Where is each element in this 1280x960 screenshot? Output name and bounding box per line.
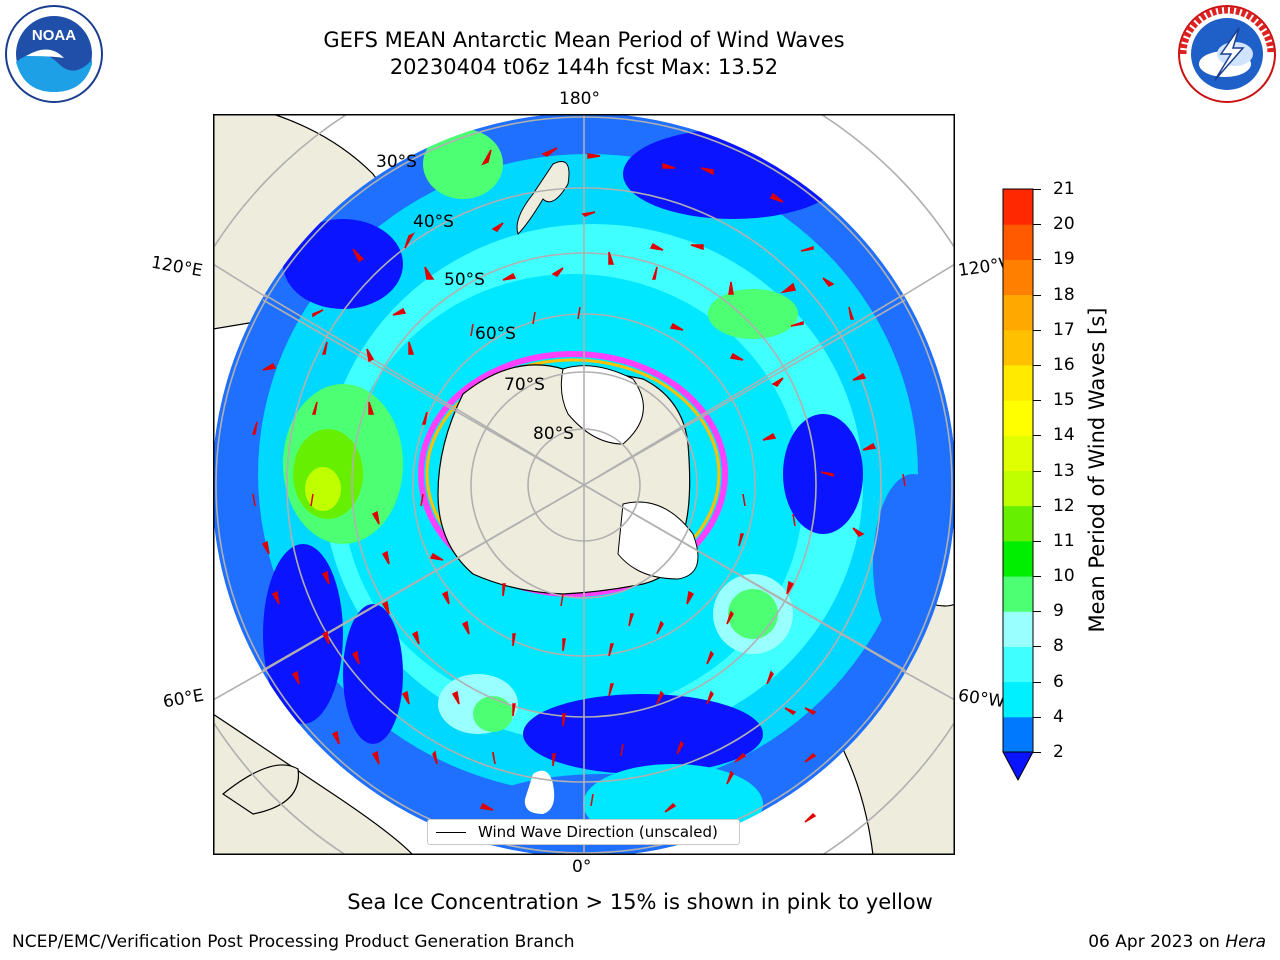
lat-label-70s: 70°S xyxy=(504,375,545,395)
colorbar-tick-label: 6 xyxy=(1053,671,1064,692)
colorbar-tick-mark xyxy=(1033,435,1041,437)
colorbar-tick-label: 13 xyxy=(1053,460,1075,481)
colorbar-tick-label: 20 xyxy=(1053,214,1075,235)
sea-ice-note: Sea Ice Concentration > 15% is shown in … xyxy=(347,890,933,914)
colorbar-tick-label: 18 xyxy=(1053,284,1075,305)
colorbar-tick-mark xyxy=(1033,540,1041,542)
colorbar-segment xyxy=(1003,646,1033,683)
lat-label-30s: 30°S xyxy=(376,152,417,172)
colorbar-segment xyxy=(1003,716,1033,753)
colorbar-tick-mark xyxy=(1033,576,1041,578)
colorbar-segment xyxy=(1003,505,1033,542)
colorbar-tick-label: 16 xyxy=(1053,354,1075,375)
colorbar-tick-label: 2 xyxy=(1053,742,1064,762)
colorbar-tick-mark xyxy=(1033,716,1041,718)
colorbar-segment xyxy=(1003,576,1033,612)
colorbar-segment xyxy=(1003,611,1033,647)
lat-label-80s: 80°S xyxy=(533,424,574,444)
host-name: Hera xyxy=(1225,932,1266,952)
colorbar-tick-mark xyxy=(1033,364,1041,366)
colorbar-tick-label: 19 xyxy=(1053,249,1075,270)
lon-label-60e: 60°E xyxy=(161,685,206,713)
colorbar-tick-label: 4 xyxy=(1053,706,1064,727)
colorbar-segment xyxy=(1003,364,1033,401)
svg-text:NOAA: NOAA xyxy=(32,27,76,44)
colorbar-tick-mark xyxy=(1033,400,1041,402)
colorbar-tick-label: 17 xyxy=(1053,319,1075,340)
lon-label-0: 0° xyxy=(572,857,592,877)
colorbar-segment xyxy=(1003,540,1033,577)
colorbar-segment xyxy=(1003,259,1033,296)
colorbar-tick-label: 12 xyxy=(1053,495,1075,516)
legend-text: Wind Wave Direction (unscaled) xyxy=(478,823,718,841)
colorbar-segment xyxy=(1003,470,1033,507)
colorbar-segment xyxy=(1003,681,1033,718)
colorbar-segment xyxy=(1003,189,1033,225)
colorbar-segment xyxy=(1003,435,1033,471)
nws-logo-icon xyxy=(1178,5,1276,103)
colorbar-tick-mark xyxy=(1033,611,1041,613)
colorbar-segment xyxy=(1003,400,1033,436)
colorbar-tick-mark xyxy=(1033,294,1041,296)
colorbar-label: Mean Period of Wind Waves [s] xyxy=(1085,307,1109,633)
colorbar-tick-mark xyxy=(1033,646,1041,648)
run-date-text: 06 Apr 2023 on xyxy=(1088,932,1226,952)
colorbar-tick-label: 14 xyxy=(1053,425,1075,446)
lon-label-120e: 120°E xyxy=(149,252,205,282)
colorbar-tick-label: 21 xyxy=(1053,179,1075,199)
colorbar-tick-mark xyxy=(1033,681,1041,683)
colorbar-segment xyxy=(1003,294,1033,331)
colorbar-tick-label: 10 xyxy=(1053,566,1075,587)
colorbar-extend-icon xyxy=(1002,751,1034,782)
lat-label-50s: 50°S xyxy=(444,270,485,290)
map-legend: Wind Wave Direction (unscaled) xyxy=(427,819,740,845)
colorbar-segment xyxy=(1003,329,1033,366)
noaa-logo-icon: NOAA xyxy=(5,5,103,103)
colorbar-segment xyxy=(1003,224,1033,260)
chart-subtitle: 20230404 t06z 144h fcst Max: 13.52 xyxy=(389,55,779,79)
colorbar-tick-label: 9 xyxy=(1053,601,1064,622)
colorbar-tick-mark xyxy=(1033,224,1041,226)
lon-label-180: 180° xyxy=(559,89,600,109)
colorbar-tick-label: 11 xyxy=(1053,530,1075,551)
colorbar-tick-mark xyxy=(1033,259,1041,261)
lat-label-40s: 40°S xyxy=(413,212,454,232)
wind-direction-arrows xyxy=(251,147,906,823)
lon-label-60w: 60°W xyxy=(956,685,1007,713)
land-africa xyxy=(213,713,414,855)
colorbar-tick-mark xyxy=(1033,329,1041,331)
credit-text: NCEP/EMC/Verification Post Processing Pr… xyxy=(12,932,575,952)
colorbar-tick-label: 8 xyxy=(1053,636,1064,657)
colorbar-tick-mark xyxy=(1033,505,1041,507)
legend-line-icon xyxy=(436,832,466,833)
colorbar xyxy=(1002,188,1034,782)
antarctic-map xyxy=(213,114,955,855)
colorbar-tick-mark xyxy=(1033,752,1041,753)
colorbar-tick-mark xyxy=(1033,470,1041,472)
lat-label-60s: 60°S xyxy=(475,324,516,344)
chart-title: GEFS MEAN Antarctic Mean Period of Wind … xyxy=(323,28,845,52)
colorbar-tick-mark xyxy=(1033,189,1041,190)
run-date: 06 Apr 2023 on Hera xyxy=(1088,932,1266,952)
colorbar-tick-label: 15 xyxy=(1053,390,1075,411)
